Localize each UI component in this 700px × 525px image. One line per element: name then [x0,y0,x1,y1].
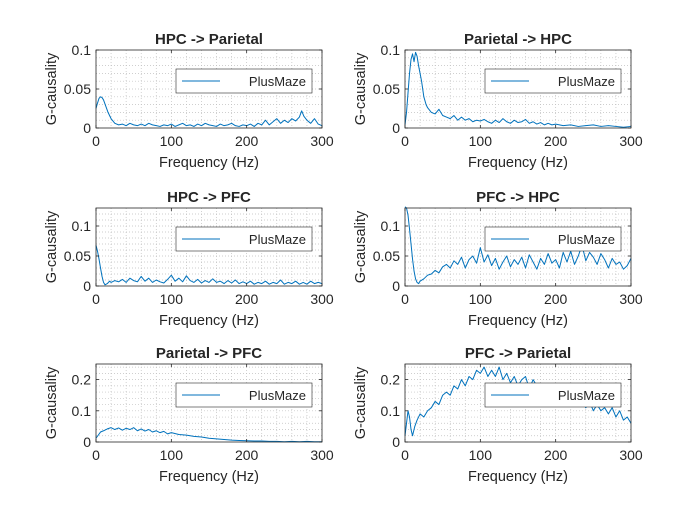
y-axis-label: G-causality [353,210,369,283]
series-line-1 [95,96,323,127]
x-tick-label: 300 [619,291,643,307]
y-axis-label: G-causality [353,366,369,439]
y-axis-label: G-causality [44,52,60,125]
x-tick-label: 300 [619,447,643,463]
x-tick-label: 300 [619,133,643,149]
subplot-title: PFC -> HPC [476,189,560,206]
legend-label: PlusMaze [558,388,615,403]
y-tick-label: 0.05 [64,248,91,264]
y-tick-label: 0.1 [381,218,401,234]
y-tick-label: 0 [83,434,91,450]
legend: PlusMaze [175,68,313,94]
x-axis-label: Frequency (Hz) [468,155,568,171]
legend-label: PlusMaze [249,388,306,403]
y-tick-label: 0 [392,278,400,294]
y-tick-label: 0 [83,278,91,294]
x-tick-label: 100 [160,447,184,463]
x-axis-label: Frequency (Hz) [159,469,259,485]
subplot-3: 0 100 200 300 0 0.05 0.1 HPC -> PFC Frequency (H… [44,189,334,329]
x-tick-label: 0 [401,291,409,307]
series-line-1 [404,206,632,285]
x-tick-label: 100 [160,133,184,149]
x-tick-label: 300 [310,133,334,149]
x-tick-label: 100 [469,133,493,149]
series-line-1 [95,245,323,286]
y-tick-label: 0 [392,434,400,450]
y-tick-label: 0.2 [72,372,92,388]
x-axis-label: Frequency (Hz) [159,155,259,171]
legend: PlusMaze [175,226,313,252]
subplot-6: 0 100 200 300 0 0.1 0.2 PFC -> Parietal Frequenc… [353,345,643,485]
subplot-5: 0 100 200 300 0 0.1 0.2 Parietal -> PFC Frequenc… [44,345,334,485]
x-tick-label: 0 [401,447,409,463]
y-tick-label: 0 [392,120,400,136]
subplot-title: Parietal -> PFC [156,345,262,362]
legend-label: PlusMaze [558,232,615,247]
x-axis-label: Frequency (Hz) [159,313,259,329]
y-tick-label: 0.1 [381,403,401,419]
x-tick-label: 200 [235,291,259,307]
x-axis-label: Frequency (Hz) [468,469,568,485]
series-line-1 [95,427,322,443]
subplot-title: Parietal -> HPC [464,31,572,48]
legend: PlusMaze [484,68,622,94]
y-tick-label: 0.1 [72,218,92,234]
subplot-title: PFC -> Parietal [465,345,571,362]
axes-box [404,363,632,443]
legend-label: PlusMaze [558,74,615,89]
y-tick-label: 0.1 [381,42,401,58]
y-tick-label: 0.05 [64,81,91,97]
subplot-2: 0 100 200 300 0 0.05 0.1 Parietal -> HPC Frequen… [353,31,643,171]
y-axis-label: G-causality [353,52,369,125]
subplot-title: HPC -> PFC [167,189,251,206]
x-tick-label: 200 [235,133,259,149]
y-axis-label: G-causality [44,210,60,283]
y-tick-label: 0.2 [381,372,401,388]
x-axis-label: Frequency (Hz) [468,313,568,329]
x-tick-label: 200 [544,291,568,307]
legend-label: PlusMaze [249,232,306,247]
legend-label: PlusMaze [249,74,306,89]
y-tick-label: 0 [83,120,91,136]
y-tick-label: 0.1 [72,403,92,419]
x-tick-label: 0 [401,133,409,149]
x-tick-label: 300 [310,447,334,463]
y-tick-label: 0.1 [72,42,92,58]
subplot-1: 0 100 200 300 0 0.05 0.1 HPC -> Parietal Frequen… [44,31,334,171]
axes-box [95,207,323,287]
x-tick-label: 0 [92,291,100,307]
subplot-4: 0 100 200 300 0 0.05 0.1 PFC -> HPC Frequency (H… [353,189,643,329]
x-tick-label: 100 [469,447,493,463]
x-tick-label: 100 [160,291,184,307]
x-tick-label: 200 [544,133,568,149]
axes-box [404,207,632,287]
y-tick-label: 0.05 [373,248,400,264]
x-tick-label: 200 [544,447,568,463]
x-tick-label: 100 [469,291,493,307]
series-line-1 [404,51,632,128]
y-axis-label: G-causality [44,366,60,439]
axes-box [95,363,323,443]
legend: PlusMaze [175,382,313,408]
y-tick-label: 0.05 [373,81,400,97]
x-tick-label: 200 [235,447,259,463]
legend: PlusMaze [484,382,622,408]
x-tick-label: 300 [310,291,334,307]
x-tick-label: 0 [92,447,100,463]
legend: PlusMaze [484,226,622,252]
x-tick-label: 0 [92,133,100,149]
subplot-title: HPC -> Parietal [155,31,263,48]
